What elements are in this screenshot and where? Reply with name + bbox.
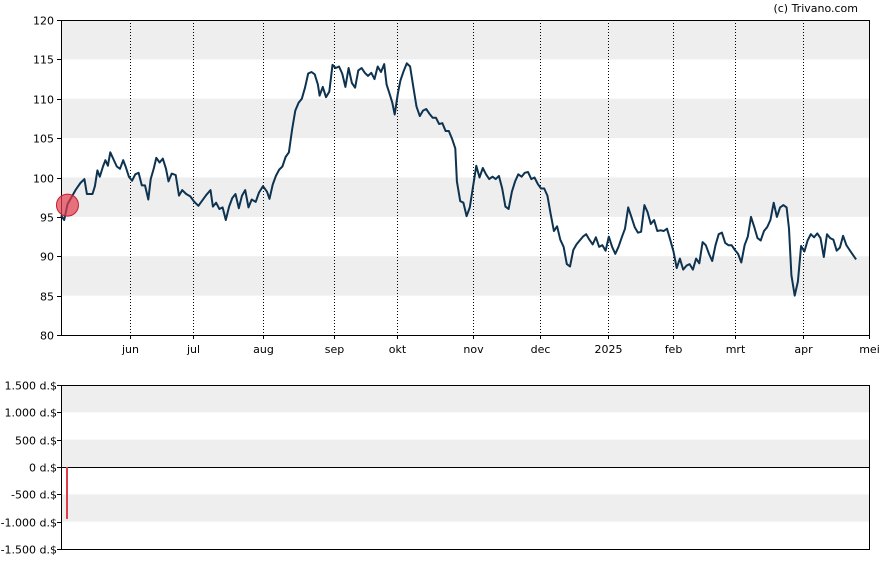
price-chart-bands [61,20,869,296]
copyright-text: (c) Trivano.com [773,2,858,15]
y-tick-label: 500 d.$ [15,435,57,448]
price-chart-y-ticks: 80 85 90 95 100 105 110 115 120 [33,15,61,343]
x-tick-label: sep [325,343,344,356]
volume-chart: 1.500 d.$ 1.000 d.$ 500 d.$ 0 d.$ -500 d.$ -1… [1,380,870,557]
y-tick-label: 120 [33,15,54,28]
volume-chart-y-ticks: 1.500 d.$ 1.000 d.$ 500 d.$ 0 d.$ -500 d.$ -1… [1,380,61,557]
y-tick-label: 90 [40,251,54,264]
x-tick-label: 2025 [595,343,623,356]
x-tick-label: mrt [726,343,746,356]
volume-band [61,494,869,522]
y-tick-label: -1.000 d.$ [1,517,57,530]
y-tick-label: 95 [40,212,54,225]
y-tick-label: -1.500 d.$ [1,544,57,557]
price-chart-x-ticks: jun jul aug sep okt nov dec 2025 feb mrt apr mei [121,335,880,356]
x-tick-label: apr [794,343,813,356]
volume-chart-frame [61,385,870,550]
price-chart-series [55,62,857,297]
y-tick-label: 115 [33,54,54,67]
price-band [61,256,869,296]
x-tick-label: aug [253,343,274,356]
y-tick-label: 105 [33,133,54,146]
price-band [61,20,869,60]
volume-chart-bands [61,385,869,522]
price-band [61,98,869,139]
y-tick-label: 0 d.$ [29,462,57,475]
price-chart: 80 85 90 95 100 105 110 115 120 jun jul aug sep okt n… [33,15,880,357]
price-frame [61,20,870,336]
y-tick-label: 1.500 d.$ [5,380,57,393]
x-tick-label: dec [531,343,551,356]
volume-bar [66,467,68,519]
volume-band [61,385,869,413]
y-tick-label: 100 [33,173,54,186]
volume-chart-bars [66,467,68,519]
y-tick-label: 80 [40,330,54,343]
start-marker [55,193,79,217]
y-tick-label: 110 [33,94,54,107]
y-tick-label: -500 d.$ [11,489,57,502]
volume-band [61,439,869,467]
x-tick-label: okt [389,343,407,356]
x-tick-label: jul [186,343,200,356]
y-tick-label: 1.000 d.$ [5,407,57,420]
x-tick-label: jun [121,343,139,356]
x-tick-label: nov [463,343,484,356]
x-tick-label: mei [859,343,880,356]
y-tick-label: 85 [40,291,54,304]
x-tick-label: feb [665,343,683,356]
price-line [60,62,857,297]
price-chart-frame [61,20,870,336]
